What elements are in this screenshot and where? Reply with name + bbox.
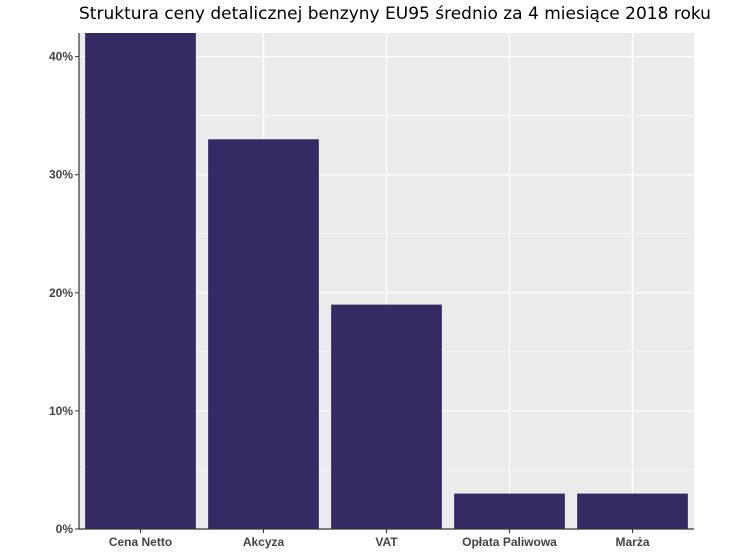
x-tick-label: Opłata Paliwowa bbox=[462, 535, 557, 549]
y-axis-ticks: 0% 10% 20% 30% 40% bbox=[49, 50, 79, 536]
bar bbox=[577, 493, 688, 529]
y-tick-label: 10% bbox=[49, 404, 73, 418]
y-tick-label: 40% bbox=[49, 50, 73, 64]
bars bbox=[85, 33, 688, 530]
x-tick-label: Akcyza bbox=[243, 535, 285, 549]
x-tick-label: Cena Netto bbox=[109, 535, 172, 549]
bar bbox=[208, 139, 319, 530]
y-tick-label: 0% bbox=[56, 522, 74, 536]
bar bbox=[454, 493, 565, 529]
y-tick-label: 20% bbox=[49, 286, 73, 300]
x-tick-label: VAT bbox=[375, 535, 398, 549]
x-tick-label: Marża bbox=[615, 535, 649, 549]
y-tick-label: 30% bbox=[49, 168, 73, 182]
chart-title: Struktura ceny detalicznej benzyny EU95 … bbox=[79, 4, 711, 24]
x-axis-ticks: Cena Netto Akcyza VAT Opłata Paliwowa Marża bbox=[109, 529, 650, 549]
bar bbox=[331, 304, 442, 529]
bar bbox=[85, 33, 196, 529]
